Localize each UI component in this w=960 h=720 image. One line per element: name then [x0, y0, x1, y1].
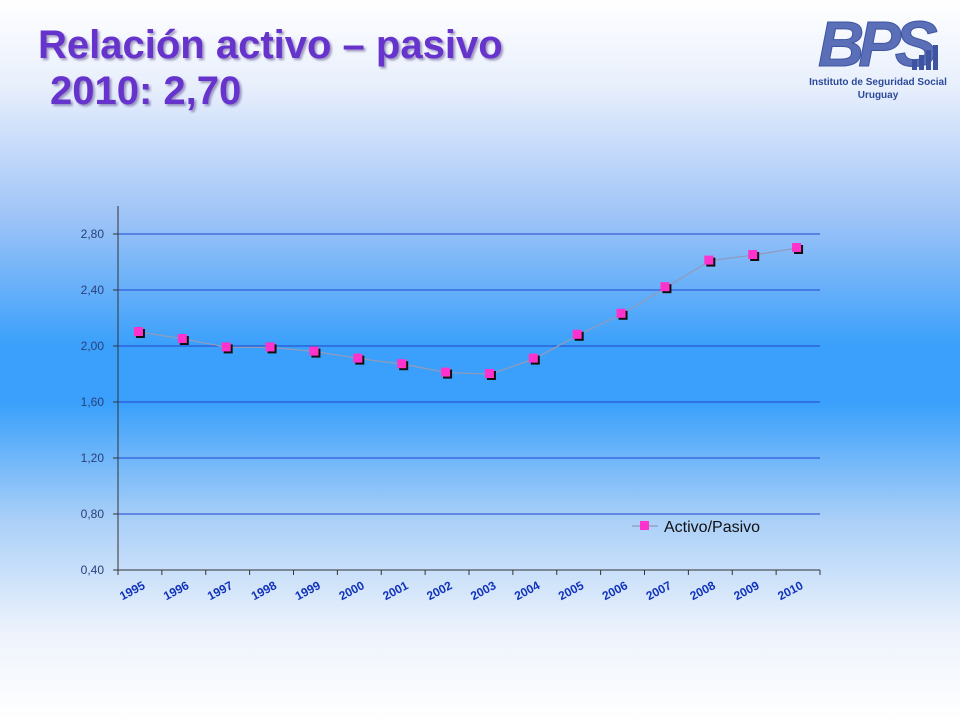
y-tick-labels: 0,40 0,80 1,20 1,60 2,00 2,40 2,80 — [81, 227, 105, 577]
slide-title: Relación activo – pasivo 2010: 2,70 — [38, 22, 503, 114]
data-point — [265, 342, 275, 352]
logo-org-line2: Uruguay — [857, 90, 899, 101]
x-tick-label: 1998 — [249, 578, 279, 603]
logo-org-line1: Instituto de Seguridad Social — [809, 77, 947, 88]
data-point — [704, 255, 714, 265]
x-tick-label: 2002 — [424, 578, 454, 603]
x-tick-label: 2006 — [600, 578, 630, 603]
legend-label: Activo/Pasivo — [664, 519, 760, 536]
x-tick-label: 2004 — [512, 578, 542, 603]
y-tick-label: 0,40 — [81, 563, 105, 577]
data-point — [660, 282, 670, 292]
x-tick-label: 2009 — [731, 578, 761, 603]
data-point — [309, 346, 319, 356]
axes — [113, 206, 821, 575]
data-point — [572, 329, 582, 339]
y-tick-label: 2,00 — [81, 339, 105, 353]
x-tick-label: 2010 — [775, 578, 805, 603]
x-tick-label: 1997 — [205, 578, 235, 603]
slide-title-line1: Relación activo – pasivo — [38, 23, 503, 67]
data-point — [397, 359, 407, 369]
data-point — [484, 369, 494, 378]
x-tick-label: 1995 — [117, 578, 147, 603]
legend-marker — [640, 521, 649, 530]
legend: Activo/Pasivo — [632, 519, 760, 536]
data-point — [792, 243, 802, 252]
y-tick-label: 1,60 — [81, 395, 105, 409]
bps-logo: BPS — [818, 8, 945, 81]
x-tick-label: 2008 — [688, 578, 718, 603]
data-point — [528, 353, 538, 363]
x-tick-label: 2001 — [380, 578, 410, 603]
slide-title-line2: 2010: 2,70 — [50, 69, 242, 113]
data-point — [441, 367, 451, 377]
y-tick-label: 0,80 — [81, 507, 105, 521]
x-tick-label: 2003 — [468, 578, 498, 603]
series-line — [139, 247, 799, 375]
data-point — [748, 250, 758, 259]
x-tick-label: 2000 — [337, 578, 367, 603]
data-point — [133, 327, 143, 336]
y-tick-label: 2,40 — [81, 283, 105, 297]
x-tick-label: 2007 — [644, 578, 674, 603]
y-tick-label: 2,80 — [81, 227, 105, 241]
logo-caption: Instituto de Seguridad Social Uruguay — [796, 76, 960, 102]
data-point — [353, 353, 363, 363]
series-activo-pasivo — [133, 243, 804, 380]
x-tick-labels: 1995 1996 1997 1998 1999 2000 2001 2002 2003 2004… — [117, 578, 806, 603]
data-point — [616, 308, 626, 318]
data-point — [177, 334, 187, 343]
y-tick-label: 1,20 — [81, 451, 105, 465]
x-tick-label: 1996 — [161, 578, 191, 603]
data-point — [221, 342, 231, 352]
x-tick-label: 2005 — [556, 578, 586, 603]
gridlines — [118, 233, 820, 515]
bps-logo-bars-icon — [912, 45, 938, 70]
x-tick-label: 1999 — [293, 578, 323, 603]
